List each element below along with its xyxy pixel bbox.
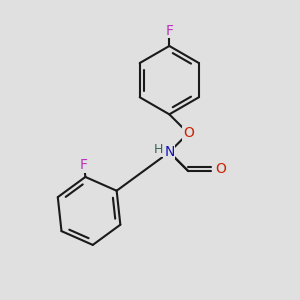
Text: O: O <box>215 162 226 176</box>
Text: H: H <box>153 143 163 156</box>
Text: O: O <box>183 126 194 140</box>
Text: F: F <box>80 158 88 172</box>
Text: N: N <box>164 145 175 159</box>
Text: F: F <box>165 23 173 38</box>
